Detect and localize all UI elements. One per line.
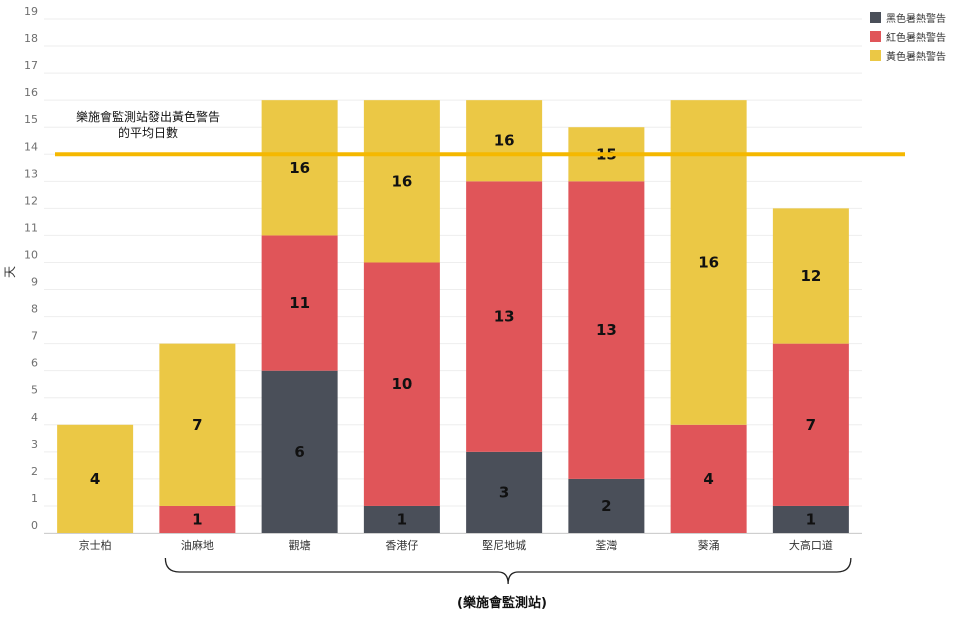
y-tick-label: 7 xyxy=(31,330,38,343)
data-label: 1 xyxy=(192,510,202,528)
y-tick-label: 12 xyxy=(24,194,38,207)
legend-swatch xyxy=(870,12,881,23)
bar-segment xyxy=(261,100,338,236)
bar-segment xyxy=(772,505,849,533)
data-label: 7 xyxy=(192,416,202,434)
bar-segment xyxy=(772,208,849,344)
y-tick-label: 1 xyxy=(31,492,38,505)
data-label: 1 xyxy=(806,510,816,528)
data-label: 12 xyxy=(800,267,821,285)
y-tick-label: 10 xyxy=(24,248,38,261)
bar-segment xyxy=(363,505,440,533)
y-tick-label: 15 xyxy=(24,113,38,126)
data-label: 16 xyxy=(494,132,515,150)
y-tick-label: 4 xyxy=(31,411,38,424)
y-tick-label: 14 xyxy=(24,140,38,153)
bar-segment xyxy=(261,235,338,371)
y-tick-label: 5 xyxy=(31,384,38,397)
legend-label: 紅色暑熱警告 xyxy=(886,31,946,44)
y-tick-label: 13 xyxy=(24,167,38,180)
data-label: 11 xyxy=(289,294,310,312)
y-tick-label: 16 xyxy=(24,86,38,99)
bar-segment xyxy=(772,343,849,506)
y-tick-label: 2 xyxy=(31,465,38,478)
data-label: 4 xyxy=(90,470,100,488)
x-tick-label: 堅尼地城 xyxy=(482,539,526,552)
y-tick-label: 8 xyxy=(31,303,38,316)
data-label: 16 xyxy=(289,159,310,177)
y-tick-label: 18 xyxy=(24,32,38,45)
bar-segment xyxy=(159,505,236,533)
data-label: 3 xyxy=(499,483,509,501)
data-label: 7 xyxy=(806,416,816,434)
bar-segment xyxy=(159,343,236,506)
x-tick-label: 大高口道 xyxy=(789,538,833,552)
x-axis-group-label: (樂施會監測站) xyxy=(457,595,547,611)
data-label: 16 xyxy=(698,253,719,271)
bar-segment xyxy=(466,100,543,182)
x-tick-label: 油麻地 xyxy=(181,538,214,552)
data-label: 16 xyxy=(391,172,412,190)
y-tick-label: 17 xyxy=(24,59,38,72)
bar-segment xyxy=(466,451,543,533)
bar-segment xyxy=(363,100,440,263)
data-label: 6 xyxy=(294,443,304,461)
legend-swatch xyxy=(870,50,881,61)
bar-segment xyxy=(363,262,440,506)
x-tick-label: 香港仔 xyxy=(385,539,418,552)
bar-segment xyxy=(57,424,134,533)
y-axis-label: 天 xyxy=(3,266,17,278)
bar-segment xyxy=(261,370,338,533)
y-tick-label: 3 xyxy=(31,438,38,451)
y-tick-label: 0 xyxy=(31,519,38,532)
data-label: 10 xyxy=(391,375,412,393)
data-label: 13 xyxy=(596,321,617,339)
station-bracket xyxy=(164,557,852,585)
bar-segment xyxy=(466,181,543,452)
x-axis: 京士柏 油麻地 觀塘 香港仔 堅尼地城 荃灣 葵涌 大高口道 xyxy=(79,538,833,552)
x-tick-label: 觀塘 xyxy=(289,538,311,552)
legend-label: 黑色暑熱警告 xyxy=(886,12,946,25)
reference-line-label-line2: 的平均日數 xyxy=(118,125,178,140)
bar-segment xyxy=(568,181,645,479)
x-tick-label: 荃灣 xyxy=(595,538,617,552)
data-label: 4 xyxy=(703,470,713,488)
data-label: 1 xyxy=(397,510,407,528)
x-tick-label: 京士柏 xyxy=(79,538,112,552)
y-tick-label: 6 xyxy=(31,357,38,370)
x-tick-label: 葵涌 xyxy=(698,539,720,552)
y-tick-label: 19 xyxy=(24,5,38,18)
bar-segment xyxy=(568,478,645,533)
y-tick-label: 9 xyxy=(31,276,38,289)
legend-swatch xyxy=(870,31,881,42)
legend-label: 黃色暑熱警告 xyxy=(886,50,946,63)
bar-segment xyxy=(670,424,747,533)
y-tick-label: 11 xyxy=(24,221,38,234)
reference-line-label-line1: 樂施會監測站發出黃色警告 xyxy=(76,109,220,124)
data-label: 2 xyxy=(601,497,611,515)
data-label: 13 xyxy=(494,308,515,326)
